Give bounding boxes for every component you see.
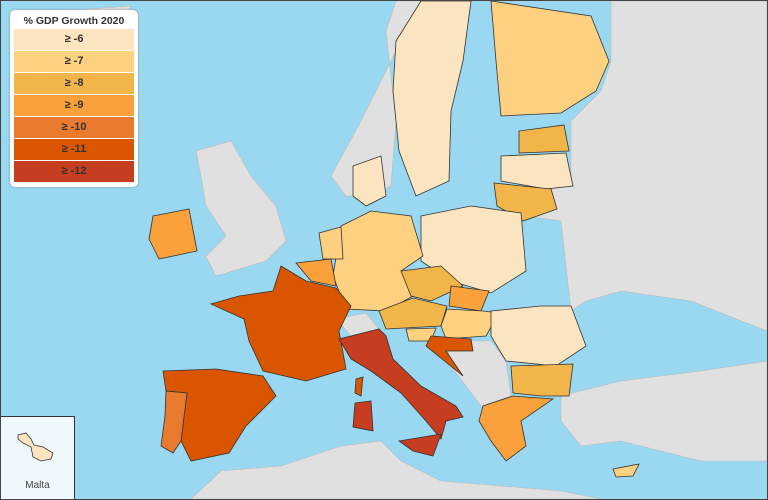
legend-item: ≥ -9	[14, 95, 134, 117]
legend-item: ≥ -12	[14, 161, 134, 183]
country-czechia	[400, 265, 464, 302]
country-romania	[490, 305, 587, 367]
land-balkans	[445, 340, 512, 407]
legend-item: ≥ -10	[14, 117, 134, 139]
country-finland	[490, 1, 610, 117]
country-austria	[378, 297, 448, 330]
country-cyprus	[612, 463, 640, 478]
country-sicily	[397, 433, 442, 457]
country-hungary	[440, 308, 500, 340]
legend-item: ≥ -11	[14, 139, 134, 161]
country-germany	[332, 210, 424, 312]
country-ireland	[148, 208, 198, 260]
legend: % GDP Growth 2020 ≥ -6 ≥ -7 ≥ -8 ≥ -9 ≥ …	[10, 10, 138, 187]
country-croatia	[425, 335, 474, 377]
legend-item: ≥ -6	[14, 29, 134, 51]
legend-item: ≥ -8	[14, 73, 134, 95]
land-turkey	[560, 360, 767, 462]
country-greece	[478, 395, 555, 462]
country-estonia	[518, 124, 570, 154]
country-italy	[338, 328, 464, 440]
legend-title: % GDP Growth 2020	[23, 15, 125, 27]
legend-item: ≥ -7	[14, 51, 134, 73]
country-portugal	[160, 390, 188, 454]
country-france	[209, 265, 352, 382]
country-latvia	[500, 152, 574, 190]
country-netherlands	[318, 226, 344, 260]
land-east	[525, 1, 767, 332]
country-sardinia	[352, 400, 374, 432]
malta-shape	[17, 432, 54, 462]
malta-label: Malta	[25, 480, 50, 491]
country-denmark	[352, 155, 387, 207]
country-belgium	[295, 258, 337, 287]
country-corsica	[354, 376, 364, 397]
country-sweden	[392, 1, 472, 197]
land-africa	[190, 440, 602, 499]
malta-inset: Malta	[1, 416, 75, 499]
land-uk	[195, 140, 287, 277]
country-bulgaria	[510, 363, 574, 397]
